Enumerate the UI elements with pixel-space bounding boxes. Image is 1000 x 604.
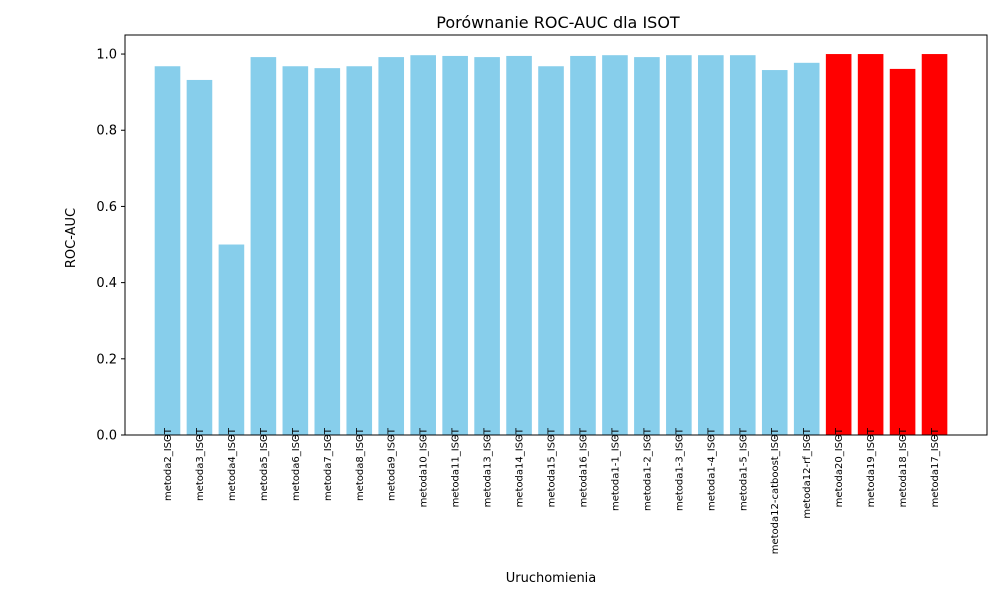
bar-metoda18_ISOT [889,68,916,436]
x-tick-label: metoda8_ISOT [355,427,366,501]
x-tick-label: metoda13_ISOT [483,427,494,507]
bar-metoda13_ISOT [474,57,500,435]
bar-metoda19_ISOT [857,54,884,436]
bar-metoda1-2_ISOT [634,57,660,435]
y-tick-label: 0.6 [96,200,117,215]
bar-metoda6_ISOT [282,66,309,436]
bar-metoda8_ISOT [346,66,373,436]
x-tick-label: metoda12-catboost_ISOT [770,427,781,554]
x-tick-label: metoda19_ISOT [866,427,877,507]
y-tick-label: 1.0 [96,48,117,63]
x-tick-label: metoda4_ISOT [227,427,238,501]
y-tick-label: 0.8 [96,124,117,139]
y-tick-label: 0.4 [96,276,117,291]
bar-metoda9_ISOT [378,57,405,435]
y-axis-label: ROC-AUC [64,208,79,268]
y-tick-label: 0.0 [96,429,117,444]
x-tick-label: metoda11_ISOT [451,427,462,507]
x-tick-label: metoda1-4_ISOT [706,427,717,511]
bar-metoda7_ISOT [314,68,341,435]
bar-metoda20_ISOT [825,54,852,436]
bar-metoda11_ISOT [442,55,468,435]
x-tick-label: metoda16_ISOT [578,427,589,507]
y-axis-ticks: 0.0 0.2 0.4 0.6 0.8 1.0 [96,48,125,444]
x-tick-label: metoda14_ISOT [515,427,526,507]
chart-title: Porównanie ROC-AUC dla ISOT [436,13,680,32]
x-tick-label: metoda12-rf_ISOT [802,427,813,519]
bar-metoda1-4_ISOT [698,55,724,435]
x-tick-label: metoda5_ISOT [259,427,270,501]
x-tick-label: metoda1-1_ISOT [610,427,621,511]
bar-metoda17_ISOT [921,54,948,436]
bar-metoda4_ISOT [218,244,245,435]
x-tick-label: metoda7_ISOT [323,427,334,501]
plot-frame [124,34,988,436]
bar-metoda16_ISOT [570,55,596,435]
bars-group [154,54,948,436]
x-axis-ticks: metoda2_ISOT metoda3_ISOT metoda4_ISOT meto… [163,427,941,554]
x-tick-label: metoda1-2_ISOT [642,427,653,511]
x-tick-label: metoda20_ISOT [834,427,845,507]
bar-metoda5_ISOT [250,57,277,435]
bar-metoda1-1_ISOT [602,55,628,435]
x-tick-label: metoda10_ISOT [419,427,430,507]
bar-metoda2_ISOT [154,66,181,436]
bar-metoda14_ISOT [506,55,532,435]
bar-metoda12-catboost_ISOT [761,70,788,436]
bar-metoda10_ISOT [410,55,436,435]
x-tick-label: metoda6_ISOT [291,427,302,501]
x-tick-label: metoda2_ISOT [163,427,174,501]
x-tick-label: metoda1-5_ISOT [738,427,749,511]
bar-metoda3_ISOT [186,79,213,435]
x-axis-label: Uruchomienia [506,571,597,586]
x-tick-label: metoda9_ISOT [387,427,398,501]
x-tick-label: metoda15_ISOT [547,427,558,507]
bar-metoda1-3_ISOT [666,55,692,435]
x-tick-label: metoda1-3_ISOT [674,427,685,511]
bar-metoda12-rf_ISOT [793,62,820,436]
y-tick-label: 0.2 [96,352,117,367]
bar-metoda15_ISOT [538,66,564,436]
x-tick-label: metoda18_ISOT [898,427,909,507]
x-tick-label: metoda17_ISOT [930,427,941,507]
bar-metoda1-5_ISOT [729,55,756,435]
x-tick-label: metoda3_ISOT [195,427,206,501]
